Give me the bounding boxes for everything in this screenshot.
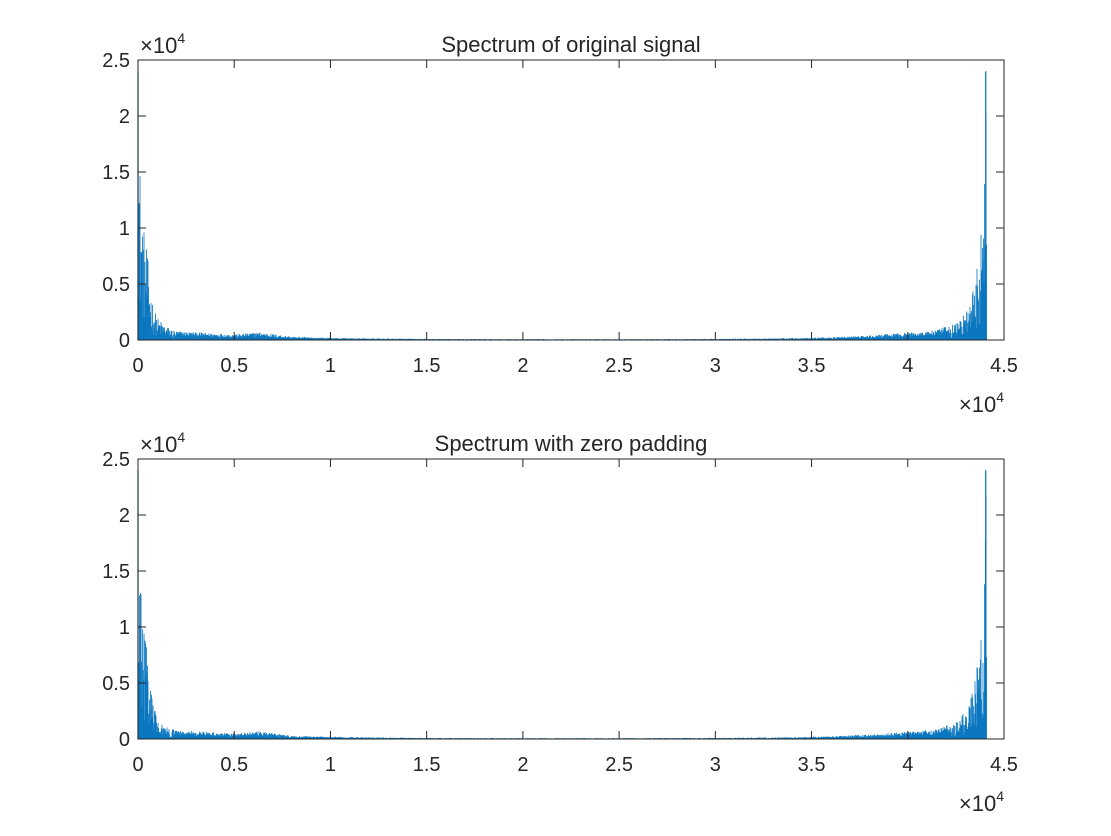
y-tick-label: 0 <box>119 330 130 352</box>
y-tick-label: 0 <box>119 729 130 751</box>
y-tick-label: 2.5 <box>102 50 130 72</box>
y-tick-label: 2 <box>119 106 130 128</box>
chart-title: Spectrum with zero padding <box>435 431 708 456</box>
x-tick-label: 1.5 <box>413 754 441 776</box>
x-tick-label: 4 <box>902 355 913 377</box>
y-axis-exponent: ×104 <box>140 429 185 457</box>
x-tick-label: 3 <box>710 355 721 377</box>
y-tick-label: 1.5 <box>102 162 130 184</box>
x-tick-label: 4.5 <box>990 754 1018 776</box>
x-tick-label: 2 <box>517 355 528 377</box>
plot-area <box>137 458 1005 740</box>
x-tick-label: 2 <box>517 754 528 776</box>
x-tick-label: 0 <box>132 355 143 377</box>
chart-zero-padding: 0 0.5 1 1.5 2 2.5 3 3.5 4 4.5 0 0.5 1 1.5 2 2.5 Spectrum… <box>102 429 1018 816</box>
chart-title: Spectrum of original signal <box>441 32 700 57</box>
x-tick-label: 3.5 <box>798 355 826 377</box>
x-axis-exponent: ×104 <box>959 389 1004 417</box>
x-tick-label: 4 <box>902 754 913 776</box>
x-tick-label: 1 <box>325 754 336 776</box>
x-tick-label: 3 <box>710 754 721 776</box>
x-tick-label: 2.5 <box>605 754 633 776</box>
axes-frame <box>137 458 1005 740</box>
y-tick-label: 1.5 <box>102 561 130 583</box>
y-tick-label: 0.5 <box>102 673 130 695</box>
x-tick-label: 0.5 <box>220 754 248 776</box>
y-tick-label: 0.5 <box>102 274 130 296</box>
x-tick-label: 0.5 <box>220 355 248 377</box>
y-tick-label: 1 <box>119 617 130 639</box>
x-tick-label: 3.5 <box>798 754 826 776</box>
y-tick-label: 1 <box>119 218 130 240</box>
chart-original-signal: 0 0.5 1 1.5 2 2.5 3 3.5 4 4.5 0 0.5 1 1.5 2 2.5 Spectrum… <box>102 30 1018 417</box>
y-tick-label: 2 <box>119 505 130 527</box>
x-tick-label: 1 <box>325 355 336 377</box>
plot-area <box>137 59 1005 341</box>
x-tick-label: 1.5 <box>413 355 441 377</box>
x-tick-label: 0 <box>132 754 143 776</box>
axes-frame <box>137 59 1005 341</box>
y-tick-label: 2.5 <box>102 449 130 471</box>
x-axis-exponent: ×104 <box>959 788 1004 816</box>
y-axis-exponent: ×104 <box>140 30 185 58</box>
x-tick-label: 2.5 <box>605 355 633 377</box>
x-tick-label: 4.5 <box>990 355 1018 377</box>
